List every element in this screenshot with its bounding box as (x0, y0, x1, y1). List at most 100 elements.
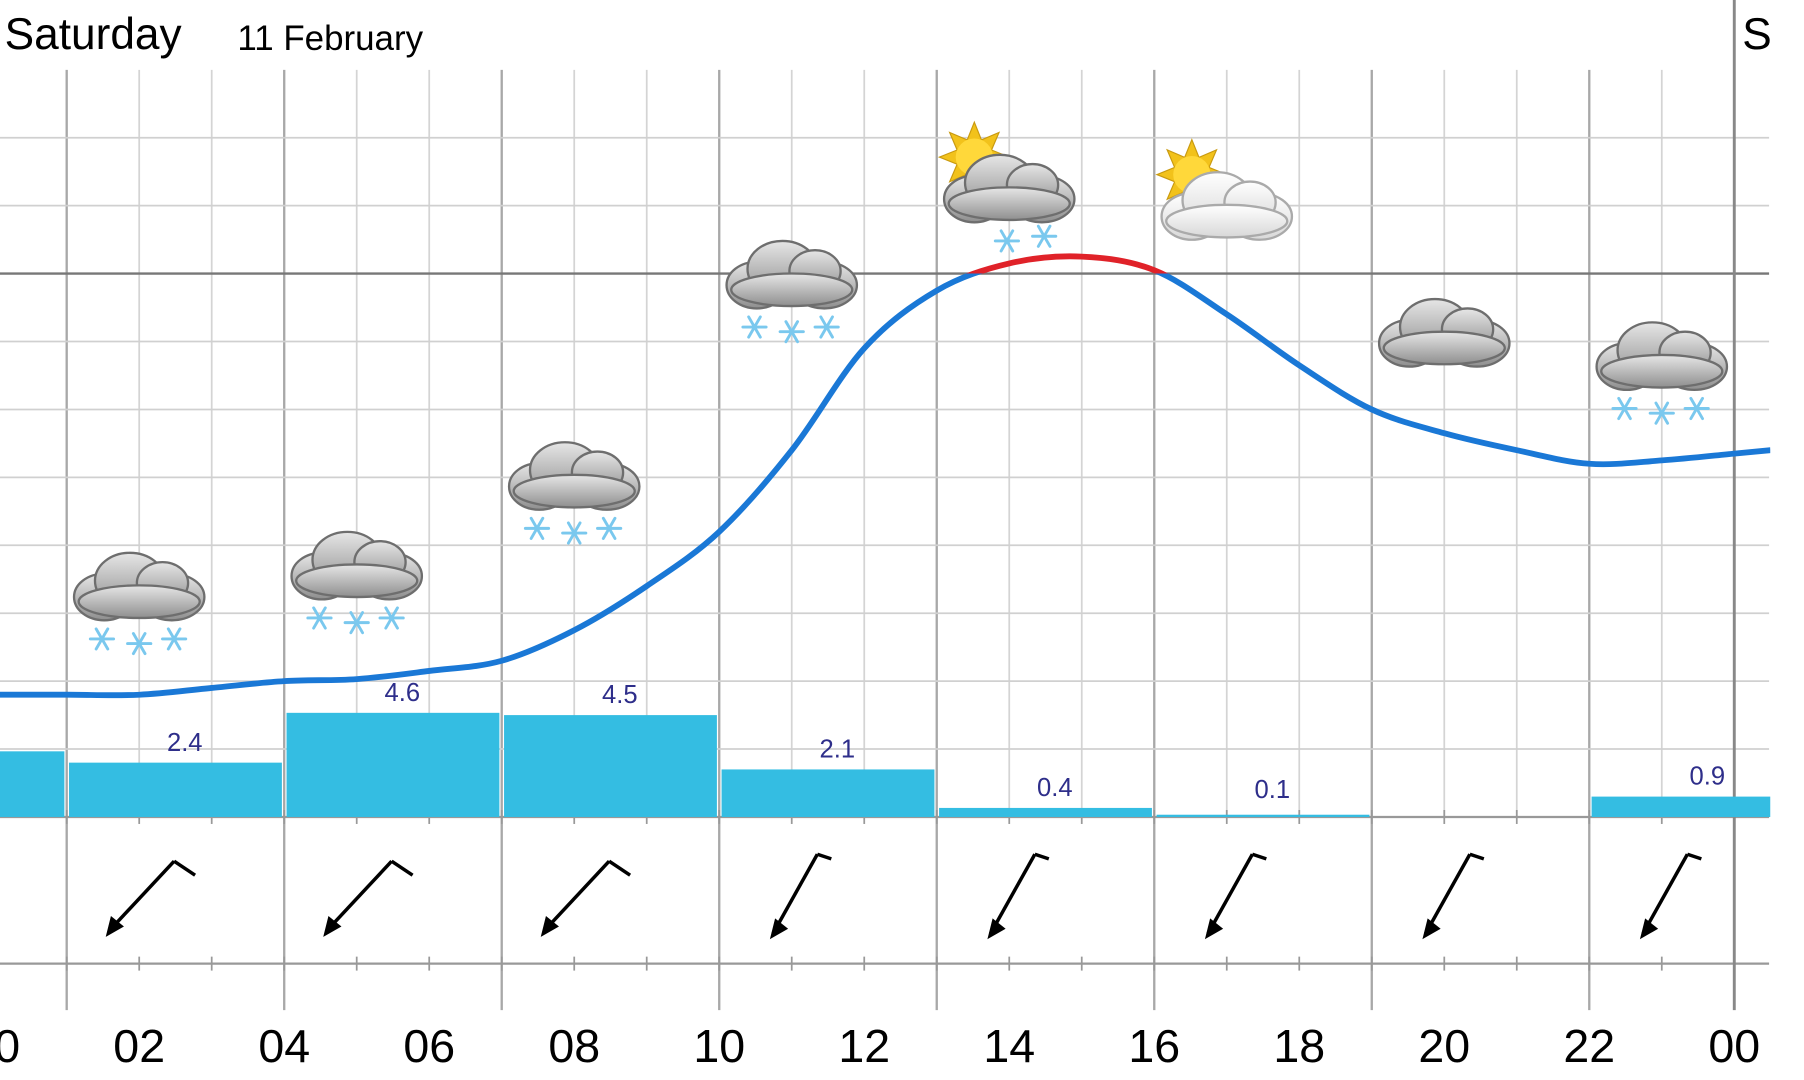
flake-arm (601, 516, 617, 540)
snowflake (741, 315, 768, 339)
precip-label: 2.1 (820, 736, 856, 764)
wind-arrow (323, 859, 414, 937)
x-tick-label: 08 (548, 1020, 600, 1072)
flake-arm (312, 606, 327, 630)
wind-shaft (107, 860, 176, 933)
x-tick-label: 18 (1273, 1020, 1325, 1072)
wind-arrow (987, 852, 1050, 940)
wind-arrow (769, 852, 832, 940)
flake-arm (384, 606, 399, 630)
symbols (72, 120, 1729, 940)
wind-barb (173, 859, 197, 877)
day-title: Saturday (5, 10, 183, 59)
next-day-title: S (1742, 10, 1772, 59)
flake-arm (94, 627, 110, 651)
snowflake (1031, 224, 1058, 248)
cloud-puff (1382, 330, 1506, 366)
precip-bar (0, 751, 65, 817)
x-tick-label: 12 (838, 1020, 890, 1072)
precip-bar (69, 762, 282, 817)
precip-label: 4.6 (384, 679, 420, 707)
cloud-puff (512, 473, 636, 509)
wind-head (105, 916, 124, 937)
wind-shaft (542, 860, 611, 933)
precip-label: 4.5 (602, 681, 638, 709)
cloud (507, 441, 641, 511)
precip-label: 0.4 (1037, 774, 1073, 802)
snowflake (88, 627, 116, 651)
temperature (0, 253, 1771, 699)
cloud-puff (730, 272, 854, 308)
wind-shaft (1641, 853, 1689, 935)
snowflake (126, 632, 153, 656)
wind-shaft (1206, 853, 1254, 935)
flake-arm (1617, 396, 1632, 421)
x-tick-label: 20 (1418, 1020, 1470, 1072)
cloud-puff (1600, 353, 1724, 389)
wind-shaft (771, 853, 819, 935)
wind-arrow (1639, 852, 1702, 940)
snowflake (161, 627, 188, 651)
precip-bar (286, 712, 500, 817)
wind-shaft (1424, 853, 1472, 935)
x-tick-label: 14 (983, 1020, 1035, 1072)
wind-head (769, 918, 789, 940)
snowflake (596, 516, 623, 540)
snowflake (778, 320, 805, 344)
snowflake (343, 611, 370, 635)
snowflake (1611, 396, 1638, 421)
cloud (1595, 321, 1729, 392)
cloud-puff (77, 584, 201, 620)
cloud (1160, 171, 1294, 241)
wind-arrow (1422, 852, 1485, 940)
precip-bar (504, 715, 717, 817)
x-tick-label: 02 (113, 1020, 165, 1072)
x-tick-label: 06 (403, 1020, 455, 1072)
snowflake (993, 229, 1021, 253)
wind-head (987, 918, 1006, 940)
flake-arm (529, 516, 545, 540)
flake-arm (349, 611, 364, 635)
snowflake (378, 606, 405, 630)
x-tick-label: 10 (693, 1020, 745, 1072)
flake-arm (819, 315, 834, 339)
flake-arm (1654, 401, 1670, 425)
snowflake (1648, 401, 1675, 425)
wind-arrow (540, 859, 632, 937)
wind-barb (390, 859, 414, 877)
wind-head (1422, 918, 1441, 940)
precip-bar (1156, 814, 1370, 817)
cloud (725, 239, 859, 310)
x-tick-label: 22 (1563, 1020, 1615, 1072)
precip-label: 0.1 (1255, 776, 1291, 804)
x-tick-label: 04 (258, 1020, 310, 1072)
flake-arm (1689, 396, 1704, 421)
snowflake (1683, 396, 1710, 421)
wind-shaft (989, 853, 1037, 935)
temperature-line (0, 253, 1771, 699)
flake-arm (566, 521, 582, 545)
cloud (1377, 297, 1511, 368)
cloud-puff (947, 186, 1071, 222)
flake-arm (131, 632, 147, 656)
cloud (942, 153, 1076, 224)
wind-head (323, 916, 342, 937)
x-tick-label: 00 (0, 1020, 20, 1072)
wind-arrow (105, 859, 197, 937)
precip-label: 0.9 (1690, 763, 1726, 791)
cloud-puff (295, 563, 419, 599)
precip-bar (939, 807, 1152, 817)
date-subtitle: 11 February (237, 19, 423, 58)
snowflake (523, 516, 551, 540)
cloud (290, 530, 424, 601)
labels: 00 02 04 06 08 10 12 14 16 18 20 22 00 2.4 4.6 4.5 2.1 0.… (0, 679, 1760, 1072)
wind-head (1639, 918, 1659, 940)
wind-barb (1251, 852, 1267, 861)
grid (0, 0, 1770, 1011)
precipitation (0, 712, 1771, 817)
wind-shaft (325, 860, 393, 933)
wind-barb (1034, 852, 1050, 861)
x-tick-label: 16 (1128, 1020, 1180, 1072)
